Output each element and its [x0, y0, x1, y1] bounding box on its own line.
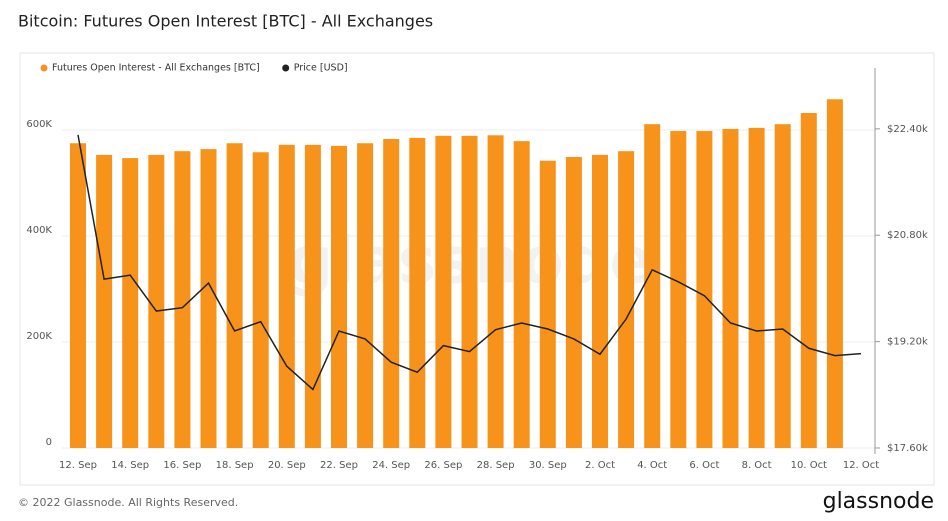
bar [70, 143, 86, 448]
x-tick-label: 16. Sep [163, 460, 201, 471]
x-tick-label: 12. Sep [59, 460, 97, 471]
bar [565, 157, 582, 448]
bar [174, 151, 191, 448]
legend-swatch [282, 64, 290, 72]
y-tick-label: 400K [26, 225, 52, 236]
x-tick-label: 2. Oct [585, 460, 615, 471]
bar [226, 143, 243, 448]
y2-tick-label: $19.20k [887, 337, 928, 348]
bar [304, 144, 321, 448]
bar [122, 158, 139, 448]
bar [487, 135, 504, 449]
legend-label: Price [USD] [294, 63, 348, 74]
x-tick-label: 28. Sep [477, 460, 515, 471]
bar [696, 131, 713, 448]
legend-swatch [40, 64, 48, 72]
bar [513, 141, 530, 448]
y-tick-label: 0 [46, 437, 52, 448]
bar [774, 124, 791, 449]
bar [252, 152, 269, 448]
x-tick-label: 12. Oct [843, 460, 879, 471]
bar [826, 99, 843, 448]
x-tick-label: 6. Oct [689, 460, 719, 471]
chart-title: Bitcoin: Futures Open Interest [BTC] - A… [18, 12, 433, 31]
price-line [77, 134, 862, 391]
bar [800, 113, 817, 448]
bar [722, 128, 739, 448]
panel [19, 52, 935, 486]
bar [96, 154, 113, 448]
bar [148, 154, 165, 448]
bar [644, 124, 661, 449]
bar [383, 139, 400, 448]
x-tick-label: 22. Sep [320, 460, 358, 471]
y2-tick-label: $17.60k [887, 443, 928, 454]
bar [278, 144, 295, 448]
bar [670, 131, 687, 448]
bar [748, 127, 765, 448]
x-tick-label: 30. Sep [529, 460, 567, 471]
x-tick-label: 8. Oct [742, 460, 772, 471]
y-tick-label: 200K [26, 331, 52, 342]
x-tick-label: 14. Sep [111, 460, 149, 471]
bar [331, 145, 347, 448]
bar [409, 137, 426, 448]
bar [357, 143, 374, 448]
footer: © 2022 Glassnode. All Rights Reserved. [18, 496, 238, 509]
x-tick-label: 20. Sep [268, 460, 306, 471]
bar [539, 160, 556, 449]
x-tick-label: 18. Sep [216, 460, 254, 471]
bar [435, 135, 452, 448]
x-tick-label: 26. Sep [424, 460, 462, 471]
bar [618, 151, 635, 448]
x-tick-label: 10. Oct [791, 460, 827, 471]
bar [200, 149, 217, 448]
y2-tick-label: $20.80k [887, 230, 928, 241]
legend-label: Futures Open Interest - All Exchanges [B… [52, 63, 260, 74]
y2-tick-label: $22.40k [887, 124, 928, 135]
x-tick-label: 24. Sep [372, 460, 410, 471]
logo: glassnode [823, 489, 934, 514]
y-tick-label: 600K [26, 119, 52, 130]
bar [592, 154, 608, 448]
x-tick-label: 4. Oct [637, 460, 667, 471]
bar [461, 135, 478, 448]
